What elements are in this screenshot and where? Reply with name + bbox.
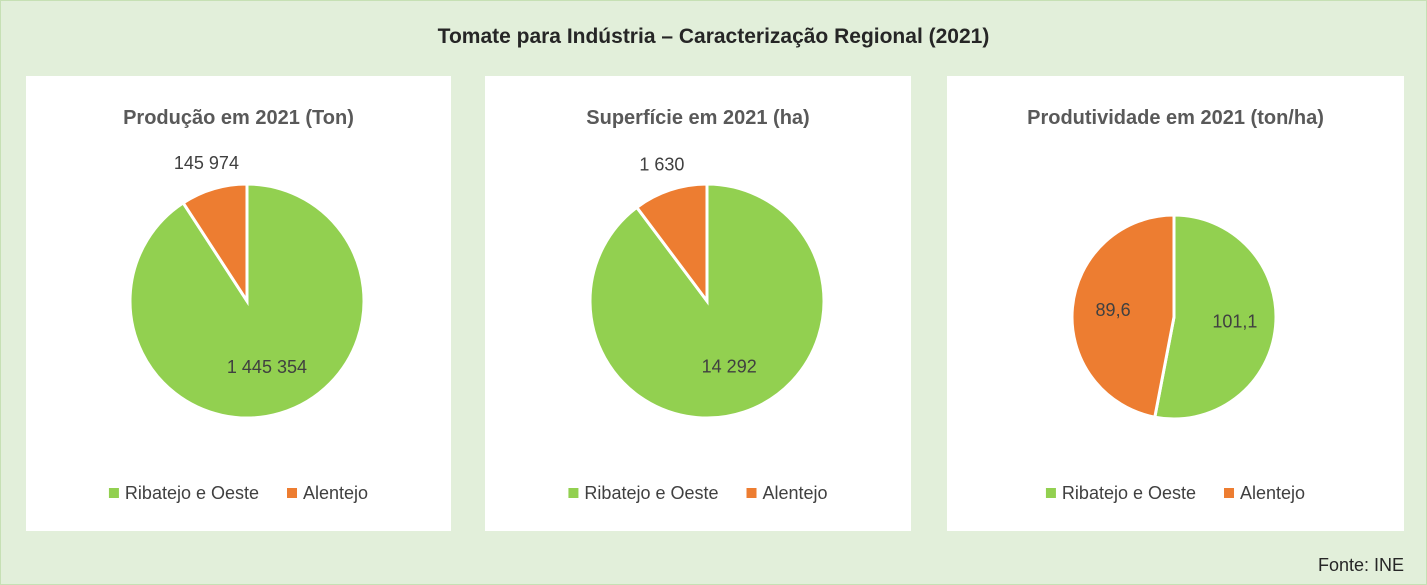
legend-swatch: [1045, 488, 1056, 498]
pie-slice: [181, 182, 249, 307]
data-label: 145 974: [174, 153, 239, 173]
legend-label: Ribatejo e Oeste: [584, 483, 718, 503]
data-label: 14 292: [702, 356, 757, 376]
legend-label: Ribatejo e Oeste: [1062, 483, 1196, 503]
data-label: 101,1: [1212, 312, 1257, 332]
legend-label: Ribatejo e Oeste: [125, 483, 259, 503]
chart-panel: Produtividade em 2021 (ton/ha) 101,1 89,6 R…: [947, 76, 1404, 531]
legend: Ribatejo e Oeste Alentejo: [1045, 483, 1305, 503]
chart: 1 445 354 145 974 Ribatejo e Oeste Alentejo: [108, 153, 368, 503]
data-label: 1 630: [639, 154, 684, 174]
chart: 101,1 89,6 Ribatejo e Oeste Alentejo: [1045, 213, 1305, 503]
pie-slice: [1153, 213, 1278, 421]
legend-swatch: [108, 488, 119, 498]
chart-title: Produção em 2021 (Ton): [123, 107, 354, 129]
legend-label: Alentejo: [763, 483, 828, 503]
legend-swatch: [1224, 488, 1235, 498]
source: Fonte: INE: [1317, 555, 1404, 575]
data-label: 89,6: [1096, 300, 1131, 320]
chart-title: Superfície em 2021 (ha): [586, 107, 810, 129]
legend: Ribatejo e Oeste Alentejo: [568, 483, 828, 503]
page-title: Tomate para Indústria – Caracterização R…: [437, 25, 990, 48]
legend-swatch: [568, 488, 579, 498]
pie-slice: [1070, 213, 1176, 419]
legend-swatch: [746, 488, 757, 498]
chart-title: Produtividade em 2021 (ton/ha): [1027, 107, 1324, 129]
legend-label: Alentejo: [1240, 483, 1305, 503]
chart: 14 292 1 630 Ribatejo e Oeste Alentejo: [568, 154, 828, 503]
chart-panel: Superfície em 2021 (ha) 14 292 1 630 Ribate…: [485, 76, 911, 531]
legend-label: Alentejo: [303, 483, 368, 503]
chart-panel: Produção em 2021 (Ton) 1 445 354 145 974 Ri…: [26, 76, 451, 531]
legend-swatch: [287, 488, 298, 498]
data-label: 1 445 354: [227, 357, 307, 377]
pie-slice: [634, 182, 709, 306]
legend: Ribatejo e Oeste Alentejo: [108, 483, 368, 503]
